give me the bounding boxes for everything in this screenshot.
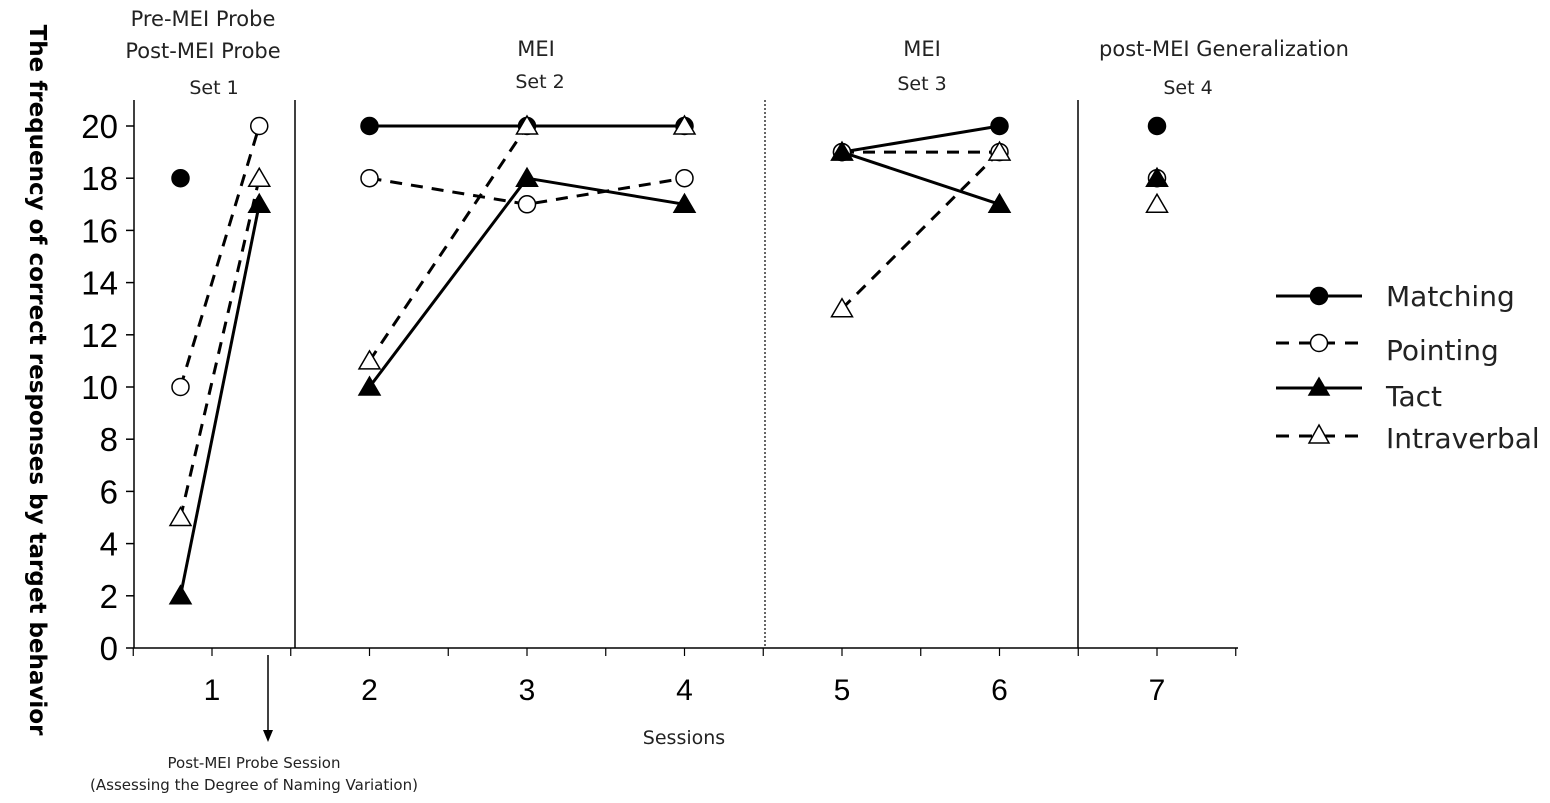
series-markers [168, 114, 1169, 605]
phase-3-label-line1: MEI [903, 37, 941, 61]
series-line-matching [841, 124, 1000, 154]
y-axis-label: The frequency of correct responses by ta… [24, 25, 50, 737]
data-point-tact [830, 140, 854, 161]
series-line-tact [179, 204, 261, 597]
y-tick-label: 8 [100, 421, 118, 458]
data-point-intraverbal [357, 349, 382, 370]
data-point-tact [515, 166, 539, 187]
legend-marker-tact [1307, 376, 1331, 396]
y-tick-label: 4 [100, 526, 118, 563]
y-tick-label: 6 [100, 473, 118, 510]
data-point-matching [171, 168, 190, 188]
data-point-intraverbal [830, 297, 854, 318]
x-tick-label: 7 [1149, 674, 1166, 707]
x-tick-label: 4 [676, 674, 693, 707]
post-mei-annotation: Post-MEI Probe Session (Assessing the De… [90, 655, 418, 794]
data-point-intraverbal [515, 114, 539, 135]
y-tick-label: 2 [100, 578, 118, 615]
legend-item-intraverbal: Intraverbal [1276, 422, 1540, 455]
data-point-matching [1147, 116, 1167, 136]
series-line-pointing [369, 176, 685, 206]
phase-1-label-line2: Post-MEI Probe [125, 39, 280, 63]
data-point-intraverbal [247, 166, 272, 187]
phase-2-set-label: Set 2 [515, 71, 564, 93]
legend-label-intraverbal: Intraverbal [1386, 422, 1540, 455]
y-tick-label: 12 [81, 317, 118, 354]
phase-4-label-line1: post-MEI Generalization [1099, 37, 1349, 61]
series-line-intraverbal [179, 177, 261, 518]
series-line-intraverbal [840, 151, 1001, 310]
x-tick-label: 2 [361, 674, 378, 707]
series-line-tact [841, 150, 1000, 206]
data-point-matching [990, 116, 1009, 136]
x-tick-label: 5 [834, 674, 851, 707]
annotation-arrow-head [263, 730, 273, 742]
x-axis-label: Sessions [643, 727, 725, 749]
phase-2-label-line1: MEI [517, 37, 555, 61]
phase-labels: Pre-MEI Probe Post-MEI Probe Set 1 MEI S… [125, 7, 1349, 99]
data-point-pointing [171, 377, 190, 397]
annotation-line2: (Assessing the Degree of Naming Variatio… [90, 776, 418, 794]
annotation-line1: Post-MEI Probe Session [168, 754, 341, 772]
data-point-pointing [250, 116, 269, 136]
x-tick-label: 1 [204, 674, 221, 707]
data-point-pointing [360, 168, 379, 188]
legend-marker-intraverbal [1307, 423, 1331, 444]
legend-item-tact: Tact [1276, 376, 1442, 413]
y-tick-label: 0 [100, 630, 118, 667]
legend-item-matching: Matching [1276, 280, 1515, 313]
y-tick-label: 10 [81, 369, 118, 406]
y-tick-label: 16 [81, 212, 118, 249]
y-tick-label: 20 [81, 108, 118, 145]
data-point-intraverbal [1145, 192, 1169, 214]
series-lines [179, 124, 1001, 597]
data-point-tact [168, 584, 193, 605]
y-tick-label: 18 [81, 160, 118, 197]
legend-label-pointing: Pointing [1386, 334, 1499, 367]
phase-4-set-label: Set 4 [1163, 77, 1212, 99]
y-tick-label: 14 [81, 265, 118, 302]
x-axis-ticks: 1 2 3 4 5 6 7 [132, 648, 1237, 707]
series-line-pointing [179, 125, 261, 388]
legend-item-pointing: Pointing [1276, 333, 1499, 367]
data-point-intraverbal [168, 506, 193, 527]
phase-1-label-line1: Pre-MEI Probe [131, 7, 276, 31]
data-point-pointing [675, 168, 694, 188]
legend-marker-matching [1309, 286, 1329, 306]
legend: Matching Pointing Tact Intraverbal [1276, 280, 1540, 455]
data-point-tact [357, 375, 382, 396]
data-point-tact [987, 192, 1012, 214]
x-tick-label: 3 [519, 674, 536, 707]
data-point-tact [1145, 166, 1169, 187]
data-point-pointing [517, 195, 537, 214]
legend-marker-pointing [1309, 333, 1329, 353]
data-point-tact [247, 192, 272, 214]
x-tick-label: 6 [991, 674, 1008, 707]
phase-3-set-label: Set 3 [897, 73, 946, 95]
legend-label-matching: Matching [1386, 280, 1515, 313]
phase-1-set-label: Set 1 [189, 77, 238, 99]
legend-label-tact: Tact [1385, 380, 1442, 413]
data-point-tact [672, 192, 697, 214]
y-axis-ticks: 0 2 4 6 8 10 12 14 16 18 20 [81, 108, 134, 667]
data-point-matching [360, 116, 379, 136]
data-point-intraverbal [672, 114, 697, 135]
data-point-intraverbal [987, 140, 1012, 161]
